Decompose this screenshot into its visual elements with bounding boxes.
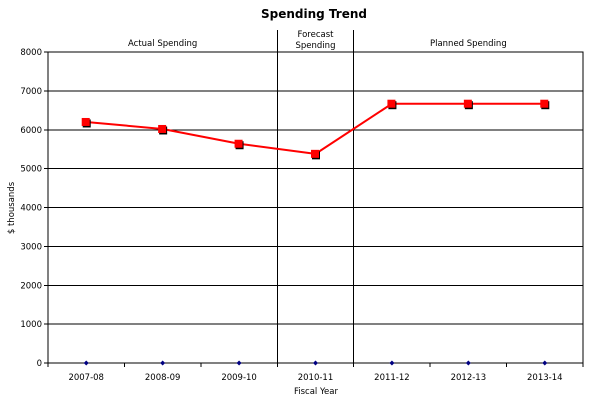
series-0-marker-6 xyxy=(540,99,549,108)
series-0-marker-5 xyxy=(463,99,472,108)
series-0-marker-0 xyxy=(81,117,90,126)
series-0-marker-3 xyxy=(311,149,319,158)
series-0-marker-2 xyxy=(234,139,243,148)
x-tick-label-4: 2011-12 xyxy=(374,373,410,383)
x-tick-label-5: 2012-13 xyxy=(451,373,487,383)
y-tick-label-8: 8000 xyxy=(20,48,42,58)
series-1-marker-1 xyxy=(160,360,166,366)
plot-area: 0 1000 2000 3000 4000 5000 6000 7000 8000 2007-08… xyxy=(20,30,584,383)
x-tick-label-1: 2008-09 xyxy=(145,373,181,383)
chart-title: Spending Trend xyxy=(261,7,367,21)
region-label-1-1: Spending xyxy=(296,41,336,51)
x-tick-label-6: 2013-14 xyxy=(527,373,563,383)
y-tick-label-4: 4000 xyxy=(20,204,42,214)
region-label-1-0: Forecast xyxy=(298,30,335,40)
x-tick-label-0: 2007-08 xyxy=(68,373,104,383)
region-label-0: Actual Spending xyxy=(128,39,197,49)
series-1-marker-5 xyxy=(465,360,471,366)
series-0-marker-4 xyxy=(387,99,396,108)
series-0-line xyxy=(86,102,545,155)
series-1-marker-4 xyxy=(389,360,395,366)
x-tick-label-2: 2009-10 xyxy=(221,373,257,383)
series-1-marker-0 xyxy=(83,360,89,366)
series-1-marker-3 xyxy=(313,360,318,366)
y-tick-label-6: 6000 xyxy=(20,126,42,136)
y-tick-label-7: 7000 xyxy=(20,87,42,97)
series-1-marker-6 xyxy=(542,360,548,366)
series-1-marker-2 xyxy=(236,360,242,366)
y-tick-label-5: 5000 xyxy=(20,165,42,175)
y-tick-label-3: 3000 xyxy=(20,242,42,252)
series-0-marker-1 xyxy=(158,124,167,133)
region-label-2: Planned Spending xyxy=(430,39,507,49)
x-axis-label: Fiscal Year xyxy=(294,387,339,397)
y-tick-label-0: 0 xyxy=(37,359,42,369)
y-tick-label-2: 2000 xyxy=(20,281,42,291)
y-axis-label: $ thousands xyxy=(7,181,17,234)
x-tick-label-3: 2010-11 xyxy=(298,373,334,383)
y-tick-label-1: 1000 xyxy=(20,320,42,330)
